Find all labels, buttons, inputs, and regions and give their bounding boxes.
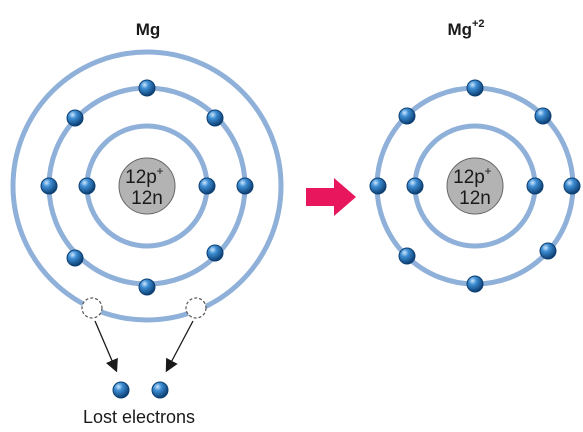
electron <box>369 177 387 195</box>
mg-shell-3 <box>10 49 284 323</box>
electron <box>236 177 254 195</box>
right-arrow-icon <box>306 178 356 216</box>
mg-nucleus-protons: 12p <box>125 167 157 188</box>
mg-ion-nucleus-neutrons: 12n <box>459 188 491 209</box>
electron <box>198 177 216 195</box>
electron <box>539 242 557 260</box>
mg-ion-charge: +2 <box>472 18 485 30</box>
electron <box>534 107 552 125</box>
electron <box>78 177 96 195</box>
lost-arrow-left <box>94 320 118 373</box>
electron <box>138 79 156 97</box>
mg-ion-nucleus-plus: + <box>484 164 491 178</box>
electron <box>526 177 544 195</box>
lost-electrons-caption: Lost electrons <box>83 407 195 427</box>
electron <box>112 381 130 399</box>
mg-title: Mg <box>136 20 161 39</box>
electron <box>398 107 416 125</box>
mg-ion: Mg+2 12p + 12n <box>369 18 581 293</box>
mg-nucleus: 12p + 12n <box>118 157 176 215</box>
mg-missing-electron-sites <box>81 297 207 319</box>
electron <box>66 249 84 267</box>
mg-electrons <box>40 79 254 296</box>
mg-ion-electrons <box>369 79 581 293</box>
electron <box>206 109 224 127</box>
mg-nucleus-neutrons: 12n <box>131 188 163 209</box>
electron <box>206 244 224 262</box>
electron <box>398 247 416 265</box>
electron <box>138 278 156 296</box>
electron <box>40 177 58 195</box>
electron <box>151 381 169 399</box>
electron <box>466 79 484 97</box>
mg-nucleus-plus: + <box>156 164 163 178</box>
missing-electron-left <box>81 297 103 319</box>
electron <box>66 109 84 127</box>
electron <box>406 177 424 195</box>
lost-arrow-right <box>165 320 194 373</box>
mg-ion-nucleus: 12p + 12n <box>446 157 504 215</box>
mg-ion-title: Mg+2 <box>447 18 484 39</box>
mg-atom: Mg 12p + 12n <box>10 20 284 427</box>
mg-ion-symbol: Mg <box>447 20 472 39</box>
missing-electron-right <box>185 297 207 319</box>
electron <box>563 177 581 195</box>
lost-electron-arrows <box>94 320 194 373</box>
mg-ion-nucleus-protons: 12p <box>453 167 485 188</box>
lost-electrons <box>112 381 169 399</box>
electron <box>466 275 484 293</box>
